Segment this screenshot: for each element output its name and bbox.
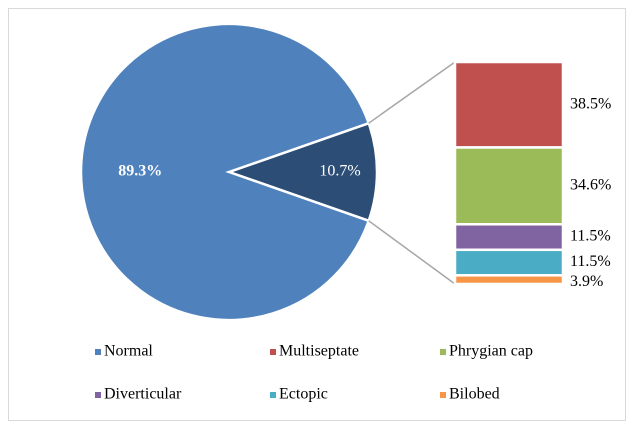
legend-marker bbox=[440, 349, 446, 355]
bar-label: 34.6% bbox=[570, 177, 611, 194]
legend-marker bbox=[95, 349, 101, 355]
bar-label: 3.9% bbox=[570, 273, 603, 290]
bar-segment bbox=[453, 146, 565, 226]
bar-segment bbox=[453, 223, 565, 252]
legend-marker bbox=[95, 392, 101, 398]
pie-slice bbox=[225, 121, 379, 223]
legend-label: Bilobed bbox=[449, 386, 500, 403]
bar-segment bbox=[453, 248, 565, 277]
legend-marker bbox=[270, 392, 276, 398]
connector-line bbox=[368, 220, 456, 285]
legend-label: Normal bbox=[104, 343, 153, 360]
legend-label: Ectopic bbox=[279, 386, 328, 403]
bar-segment bbox=[453, 274, 565, 286]
bar-label: 11.5% bbox=[570, 228, 611, 245]
connector-line bbox=[368, 61, 456, 124]
bar-label: 38.5% bbox=[570, 95, 611, 112]
legend-label: Multiseptate bbox=[279, 343, 359, 360]
slice-label: 10.7% bbox=[319, 163, 360, 180]
slice-label: 89.3% bbox=[118, 163, 162, 180]
legend-marker bbox=[440, 392, 446, 398]
legend-marker bbox=[270, 349, 276, 355]
bar-segment bbox=[453, 60, 565, 149]
legend-label: Diverticular bbox=[104, 386, 182, 403]
bar-label: 11.5% bbox=[570, 253, 611, 270]
pie-slice bbox=[79, 22, 371, 322]
legend-label: Phrygian cap bbox=[449, 343, 533, 360]
